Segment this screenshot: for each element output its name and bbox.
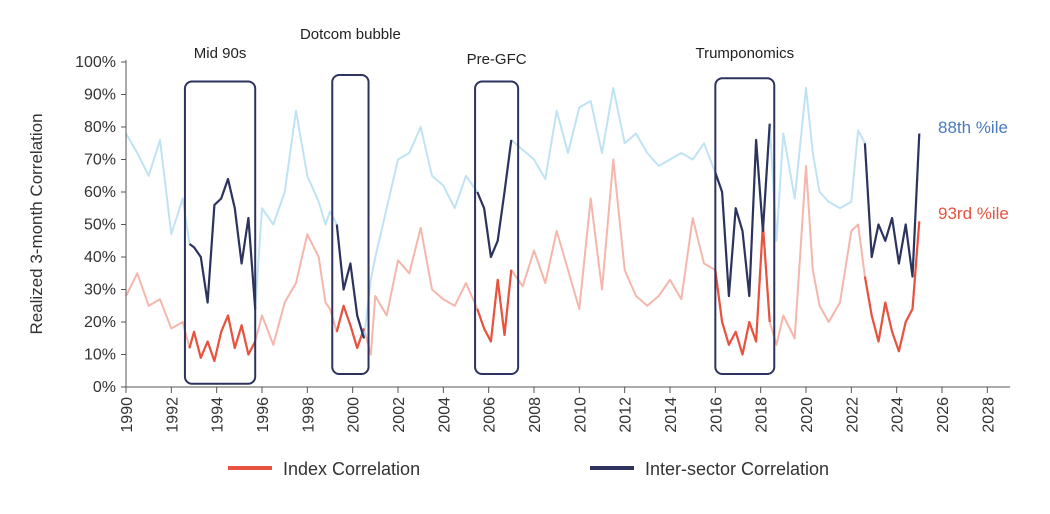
series-layer [125, 87, 921, 363]
highlight-box-label: Trumponomics [695, 45, 794, 62]
highlight-boxes: Mid 90s Dotcom bubble Pre-GFC Trumponomics [183, 26, 794, 385]
x-tick-label: 2016 [708, 397, 725, 433]
x-tick-label: 2008 [527, 397, 544, 433]
series-line-index-highlight [188, 314, 257, 363]
y-tick-label: 0% [93, 379, 116, 396]
x-tick-label: 1994 [210, 397, 227, 433]
x-tick-label: 1992 [164, 397, 181, 433]
legend-label-index: Index Correlation [283, 459, 420, 479]
legend: Index Correlation Inter-sector Correlati… [228, 459, 829, 479]
y-tick-label: 90% [84, 87, 116, 104]
x-tick-label: 2022 [844, 397, 861, 433]
x-tick-label: 2018 [754, 397, 771, 433]
highlight-box [474, 80, 520, 375]
x-tick-label: 2028 [980, 397, 997, 433]
x-tick-label: 2004 [436, 397, 453, 433]
x-tick-label: 2026 [935, 397, 952, 433]
legend-label-sector: Inter-sector Correlation [645, 459, 829, 479]
highlight-box [331, 74, 370, 375]
axes [125, 60, 1010, 388]
highlight-box-label: Mid 90s [194, 45, 247, 62]
x-axis-ticks: 1990 1992 1994 1996 1998 2000 2002 2004 2006 2008… [119, 387, 997, 433]
x-tick-label: 2024 [890, 397, 907, 433]
x-tick-label: 2020 [799, 397, 816, 433]
y-tick-label: 40% [84, 249, 116, 266]
x-tick-label: 2000 [346, 397, 363, 433]
series-line-sector-highlight [714, 123, 771, 298]
y-axis-label: Realized 3-month Correlation [27, 113, 46, 334]
y-tick-label: 80% [84, 119, 116, 136]
index-percentile-label: 93rd %ile [938, 204, 1009, 223]
series-line-sector-highlight [335, 224, 366, 339]
x-tick-label: 1998 [300, 397, 317, 433]
x-tick-label: 2010 [572, 397, 589, 433]
series-line-sector-full [125, 87, 921, 340]
y-tick-label: 30% [84, 282, 116, 299]
x-tick-label: 2002 [391, 397, 408, 433]
series-line-sector-highlight [476, 139, 513, 259]
highlight-box [183, 80, 257, 385]
series-line-sector-highlight [863, 133, 921, 278]
y-tick-label: 50% [84, 217, 116, 234]
highlight-box [714, 77, 776, 375]
highlight-box-label: Dotcom bubble [300, 26, 401, 43]
series-line-sector-highlight [188, 177, 257, 310]
highlight-box-label: Pre-GFC [467, 51, 527, 68]
x-tick-label: 2006 [482, 397, 499, 433]
y-tick-label: 10% [84, 347, 116, 364]
y-axis-ticks: 0% 10% 20% 30% 40% 50% 60% 70% 80% 90% 100% [75, 54, 126, 396]
y-tick-label: 20% [84, 314, 116, 331]
x-tick-label: 1996 [255, 397, 272, 433]
x-tick-label: 2014 [663, 397, 680, 433]
series-line-index-highlight [335, 304, 366, 350]
series-line-index-highlight [476, 269, 513, 343]
y-tick-label: 70% [84, 152, 116, 169]
x-tick-label: 1990 [119, 397, 136, 433]
sector-percentile-label: 88th %ile [938, 118, 1008, 137]
series-line-index-highlight [714, 223, 771, 356]
series-line-index-full [125, 158, 921, 362]
y-tick-label: 100% [75, 54, 116, 71]
series-line-index-highlight [863, 221, 921, 353]
x-tick-label: 2012 [618, 397, 635, 433]
y-tick-label: 60% [84, 184, 116, 201]
